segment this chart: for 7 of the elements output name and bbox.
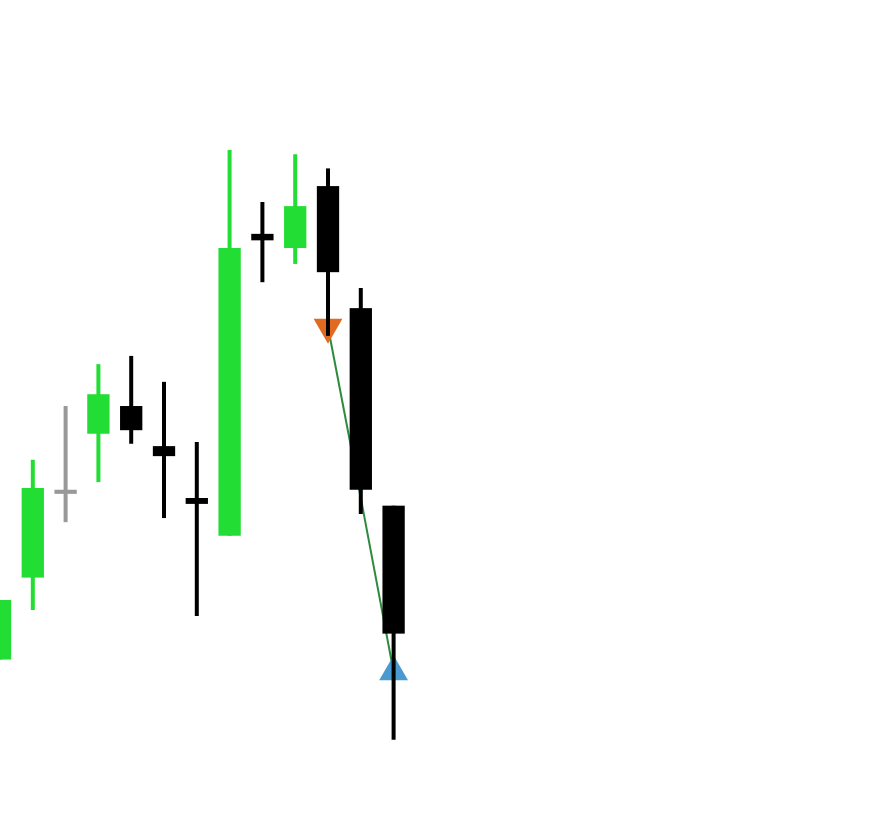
candlestick xyxy=(284,152,307,266)
candlestick xyxy=(120,353,143,446)
candlestick xyxy=(185,439,208,618)
candlestick xyxy=(54,404,77,525)
candlestick xyxy=(87,362,110,485)
candlestick xyxy=(251,200,274,285)
candlestick xyxy=(152,379,176,521)
